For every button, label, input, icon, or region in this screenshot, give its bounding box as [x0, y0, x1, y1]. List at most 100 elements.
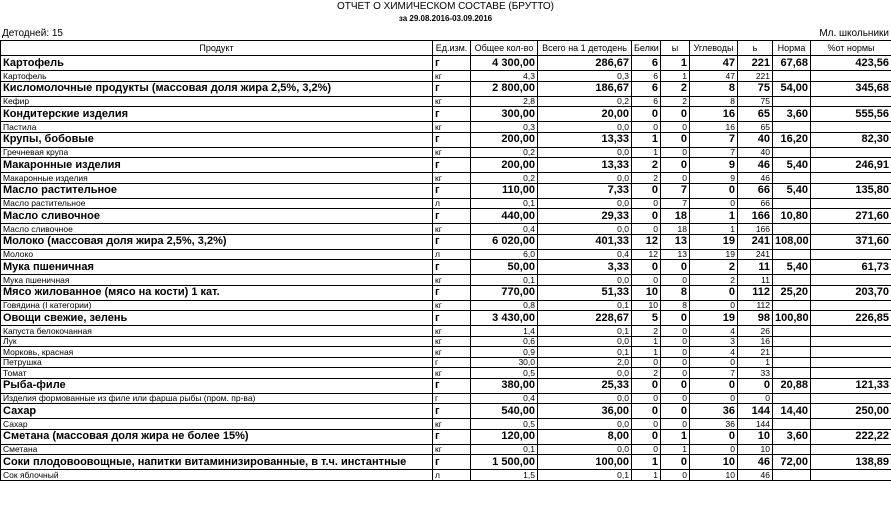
column-header: Белки	[631, 40, 661, 56]
cell: 0	[689, 377, 738, 394]
cell: Пастила	[0, 121, 433, 133]
cell: 241	[737, 248, 773, 260]
cell: г	[432, 182, 471, 199]
group-row: Рыба-филе г 380,00 25,33 0 0 0 0 20,88 121,33	[0, 377, 891, 394]
cell: кг	[432, 274, 471, 286]
cell	[772, 335, 811, 347]
cell: Масло растительное	[0, 197, 433, 209]
cell: 0,6	[470, 335, 538, 347]
report-period: за 29.08.2016-03.09.2016	[398, 14, 493, 23]
item-row: Говядина (I категории) кг 0,8 0,1 10 8 0 112	[0, 299, 891, 311]
cell: 10	[737, 443, 773, 455]
cell: 5,40	[772, 182, 811, 199]
cell: 6,0	[470, 248, 538, 260]
cell: Томат	[0, 367, 433, 379]
cell	[772, 95, 811, 107]
cell: 0,1	[537, 346, 632, 358]
cell: 0	[660, 131, 690, 148]
cell: 0	[737, 377, 773, 394]
cell: 98	[737, 310, 773, 326]
cell: 26	[737, 325, 773, 337]
cell: 82,30	[810, 131, 891, 148]
cell: 25,33	[537, 377, 632, 394]
cell: 0	[660, 172, 690, 184]
cell: 0	[631, 197, 661, 209]
item-row: Молоко л 6,0 0,4 12 13 19 241	[0, 248, 891, 260]
cell: 40	[737, 146, 773, 158]
cell: 1	[660, 70, 690, 82]
cell: 67,68	[772, 55, 811, 71]
cell: 770,00	[470, 284, 538, 301]
cell: 0,2	[537, 95, 632, 107]
cell	[772, 121, 811, 133]
cell	[810, 197, 891, 209]
cell	[772, 146, 811, 158]
cell: Сахар	[0, 403, 433, 419]
item-row: Морковь, красная кг 0,9 0,1 1 0 4 21	[0, 346, 891, 358]
cell: 228,67	[537, 310, 632, 326]
cell	[810, 335, 891, 347]
cell: Изделия формованные из филе или фарша ры…	[0, 392, 433, 404]
column-header: Общее кол-во	[470, 40, 538, 56]
cell: 47	[689, 55, 738, 71]
cell	[772, 274, 811, 286]
cell: 66	[737, 197, 773, 209]
cell: 0,0	[537, 172, 632, 184]
cell	[810, 172, 891, 184]
cell: Гречневая крупа	[0, 146, 433, 158]
cell: 19	[689, 248, 738, 260]
cell: Капуста белокочанная	[0, 325, 433, 337]
cell: 108,00	[772, 233, 811, 250]
cell	[772, 299, 811, 311]
group-row: Масло растительное г 110,00 7,33 0 7 0 66 5,40 13…	[0, 182, 891, 199]
cell: 16	[689, 121, 738, 133]
cell	[810, 248, 891, 260]
cell: 0	[660, 146, 690, 158]
cell: 0,1	[537, 299, 632, 311]
cell: 30,0	[470, 356, 538, 368]
cell: 241	[737, 233, 773, 250]
cell: 0,8	[470, 299, 538, 311]
cell: 0	[689, 182, 738, 199]
column-header: Ед.изм.	[432, 40, 471, 56]
cell	[772, 325, 811, 337]
cell: 0	[660, 106, 690, 122]
item-row: Петрушка г 30,0 2,0 0 0 0 1	[0, 356, 891, 368]
cell: 0,4	[470, 223, 538, 235]
item-row: Капуста белокочанная кг 1,4 0,1 2 0 4 26	[0, 325, 891, 337]
cell: 6 020,00	[470, 233, 538, 250]
cell: 36	[689, 418, 738, 430]
cell: 16,20	[772, 131, 811, 148]
cell: 0	[660, 356, 690, 368]
cell: 47	[689, 70, 738, 82]
cell: 186,67	[537, 80, 632, 97]
cell: 5,40	[772, 259, 811, 275]
cell: 0,2	[470, 146, 538, 158]
cell: 0	[660, 335, 690, 347]
cell: кг	[432, 335, 471, 347]
cell: г	[432, 233, 471, 250]
cell: 2	[631, 367, 661, 379]
cell: кг	[432, 418, 471, 430]
cell: л	[432, 248, 471, 260]
group-row: Крупы, бобовые г 200,00 13,33 1 0 7 40 16,20 82,3…	[0, 131, 891, 148]
cell: 271,60	[810, 208, 891, 224]
cell: 3 430,00	[470, 310, 538, 326]
cell: 14,40	[772, 403, 811, 419]
cell: 1	[689, 223, 738, 235]
cell: 3,60	[772, 106, 811, 122]
cell: Молоко	[0, 248, 433, 260]
cell: 75	[737, 95, 773, 107]
cell: 0	[689, 284, 738, 301]
cell: 0	[660, 310, 690, 326]
column-header: Углеводы	[689, 40, 738, 56]
cell: 7	[689, 146, 738, 158]
cell: 0,0	[537, 197, 632, 209]
cell: 2,8	[470, 95, 538, 107]
cell: 0,5	[470, 367, 538, 379]
cell: 0	[737, 392, 773, 404]
item-row: Томат кг 0,5 0,0 2 0 7 33	[0, 367, 891, 379]
column-header: ь	[737, 40, 773, 56]
cell: 61,73	[810, 259, 891, 275]
cell: 46	[737, 172, 773, 184]
